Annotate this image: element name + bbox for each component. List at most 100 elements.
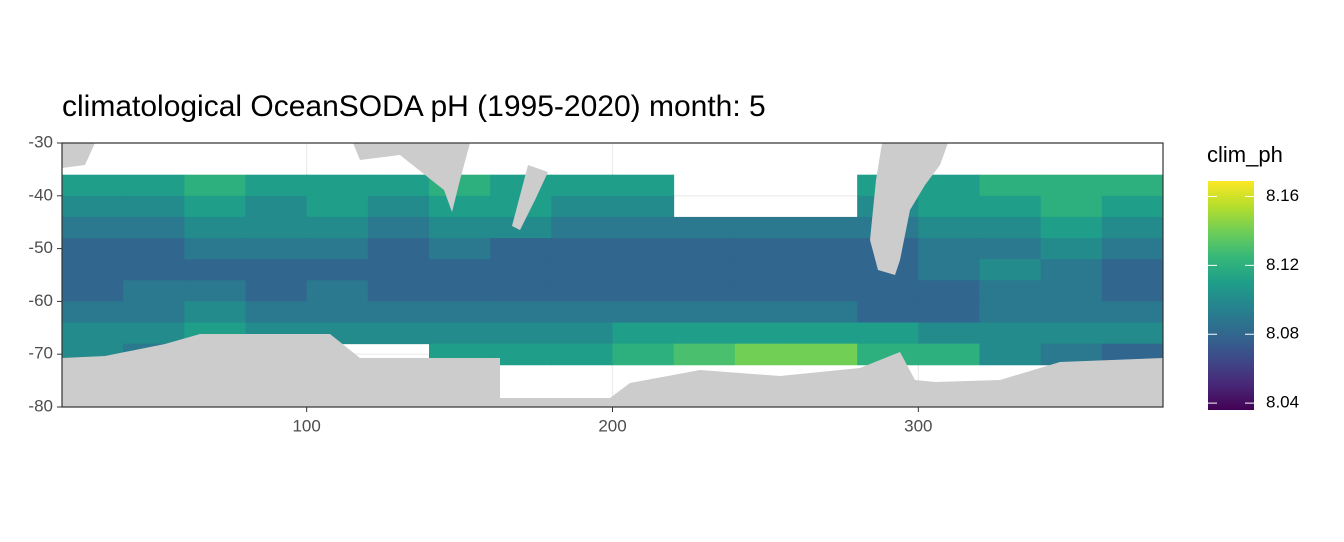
cell [979,216,1042,239]
cell [184,195,246,218]
cell [918,322,980,345]
cell [306,174,369,197]
cell [612,238,675,260]
cell [796,238,858,260]
cell [245,280,308,302]
cell [1101,238,1163,260]
cell [62,195,124,218]
cell [184,238,246,260]
cell [796,322,858,345]
x-tick-label: 100 [292,416,320,435]
cell [734,216,797,239]
cell [123,322,185,345]
cell [184,174,246,197]
cell [673,216,736,239]
cell [673,259,736,281]
cell [490,238,552,260]
antarctica [62,334,1163,407]
land [62,143,1163,407]
cell [62,174,124,197]
y-tick-label: -40 [28,185,53,204]
cell [306,216,369,239]
cell [123,301,185,324]
cell [123,259,185,281]
cell [551,174,613,197]
cell [1040,216,1103,239]
cell [367,195,430,218]
cell [62,238,124,260]
cell [123,195,185,218]
cell [1101,259,1163,281]
cell [245,238,308,260]
cell [123,238,185,260]
cell [551,216,613,239]
cell [918,259,980,281]
cell [1101,322,1163,345]
cell [429,195,491,218]
cell [918,343,980,366]
cell [673,322,736,345]
cell [306,280,369,302]
cell [429,301,491,324]
cell [184,216,246,239]
cell [1040,280,1103,302]
cell [306,259,369,281]
cell [367,259,430,281]
cell [306,195,369,218]
cell [979,343,1042,366]
cell [918,301,980,324]
cell [857,280,919,302]
cell [1040,174,1103,197]
cell [979,322,1042,345]
cell [979,195,1042,218]
cell [551,301,613,324]
cell [979,238,1042,260]
cell [612,301,675,324]
cell [367,174,430,197]
cell [490,343,552,366]
cell [429,216,491,239]
cell [857,301,919,324]
x-tick-label: 300 [904,416,932,435]
cell [62,259,124,281]
cell [796,216,858,239]
cell [857,322,919,345]
cell [429,238,491,260]
cell [1040,238,1103,260]
legend-tick-label: 8.04 [1266,393,1299,412]
cell [979,174,1042,197]
cell [734,259,797,281]
cell [551,195,613,218]
cell [734,280,797,302]
cell [367,216,430,239]
cell [245,195,308,218]
y-tick-label: -50 [28,238,53,257]
cell [673,301,736,324]
y-tick-label: -80 [28,396,53,415]
cell [62,216,124,239]
cell [612,322,675,345]
cell [551,280,613,302]
south-america [870,143,948,275]
cell [734,343,797,366]
cell [1040,343,1103,366]
cell [1040,195,1103,218]
cell [918,216,980,239]
cell [245,259,308,281]
cell [979,280,1042,302]
cell [612,280,675,302]
cell [245,174,308,197]
cell [62,301,124,324]
cell [918,174,980,197]
legend-tick-label: 8.08 [1266,324,1299,343]
cell [979,301,1042,324]
cell [551,343,613,366]
cell [918,238,980,260]
cell [1040,322,1103,345]
cell [612,216,675,239]
cell [429,259,491,281]
cell [979,259,1042,281]
cell [245,301,308,324]
cell [62,322,124,345]
